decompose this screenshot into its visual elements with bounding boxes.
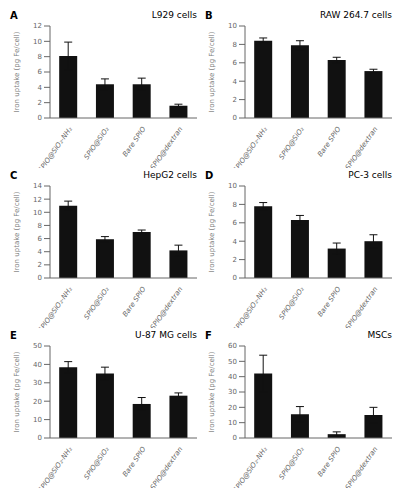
svg-text:SPIO@dextran: SPIO@dextran (344, 125, 380, 168)
svg-text:4: 4 (233, 78, 238, 86)
svg-text:Iron uptake (pg Fe/cell): Iron uptake (pg Fe/cell) (13, 31, 21, 112)
svg-text:Iron uptake (pg Fe/cell): Iron uptake (pg Fe/cell) (208, 351, 216, 432)
svg-text:6: 6 (233, 219, 238, 227)
svg-text:30: 30 (228, 388, 237, 396)
svg-text:Iron uptake (pg Fe/cell): Iron uptake (pg Fe/cell) (208, 191, 216, 272)
svg-text:Bare SPIO: Bare SPIO (121, 125, 148, 158)
svg-text:12: 12 (33, 196, 42, 204)
svg-text:10: 10 (33, 416, 42, 424)
svg-text:2: 2 (38, 99, 42, 107)
svg-text:0: 0 (38, 274, 42, 282)
svg-text:SPIO@SiO₂: SPIO@SiO₂ (278, 445, 306, 481)
svg-text:20: 20 (228, 404, 237, 412)
svg-text:SPIO@SiO₂-NH₂: SPIO@SiO₂-NH₂ (232, 285, 270, 328)
svg-text:6: 6 (38, 68, 43, 76)
svg-text:SPIO@dextran: SPIO@dextran (149, 125, 185, 168)
svg-text:10: 10 (33, 38, 42, 46)
svg-text:2: 2 (233, 256, 237, 264)
svg-text:SPIO@dextran: SPIO@dextran (344, 285, 380, 328)
svg-text:Iron uptake (pg Fe/cell): Iron uptake (pg Fe/cell) (13, 351, 21, 432)
html-text:L929 cells: L929 cells (151, 10, 197, 20)
svg-text:6: 6 (38, 235, 43, 243)
html-text:RAW 264.7 cells: RAW 264.7 cells (319, 10, 392, 20)
svg-text:SPIO@dextran: SPIO@dextran (149, 445, 185, 488)
svg-text:6: 6 (233, 59, 238, 67)
html-text:F: F (205, 329, 212, 341)
svg-text:10: 10 (228, 22, 237, 30)
svg-text:Bare SPIO: Bare SPIO (316, 445, 343, 478)
html-text:MSCs: MSCs (367, 330, 392, 340)
svg-text:2: 2 (38, 261, 42, 269)
svg-text:SPIO@SiO₂: SPIO@SiO₂ (278, 285, 306, 321)
svg-text:8: 8 (233, 201, 237, 209)
svg-text:40: 40 (228, 373, 237, 381)
svg-text:0: 0 (233, 274, 237, 282)
svg-text:10: 10 (33, 209, 42, 217)
svg-text:20: 20 (33, 398, 42, 406)
svg-text:0: 0 (233, 114, 237, 122)
svg-text:Bare SPIO: Bare SPIO (121, 285, 148, 318)
html-text:PC-3 cells: PC-3 cells (348, 170, 392, 180)
svg-text:SPIO@SiO₂: SPIO@SiO₂ (83, 445, 111, 481)
svg-text:2: 2 (233, 96, 237, 104)
svg-text:4: 4 (38, 84, 43, 92)
html-text:E: E (10, 329, 17, 341)
svg-text:Bare SPIO: Bare SPIO (121, 445, 148, 478)
svg-text:SPIO@dextran: SPIO@dextran (149, 285, 185, 328)
svg-text:30: 30 (33, 379, 42, 387)
html-text:B: B (205, 9, 213, 21)
svg-text:12: 12 (33, 22, 42, 30)
svg-text:4: 4 (233, 238, 238, 246)
html-text:A: A (10, 9, 18, 21)
svg-text:60: 60 (228, 342, 237, 350)
svg-text:8: 8 (38, 53, 42, 61)
html-text:C: C (10, 169, 18, 181)
svg-text:8: 8 (38, 222, 42, 230)
svg-text:0: 0 (38, 434, 42, 442)
svg-text:SPIO@dextran: SPIO@dextran (344, 445, 380, 488)
html-text:D: D (205, 169, 214, 181)
svg-text:SPIO@SiO₂-NH₂: SPIO@SiO₂-NH₂ (232, 125, 270, 168)
svg-text:0: 0 (38, 114, 42, 122)
svg-text:SPIO@SiO₂-NH₂: SPIO@SiO₂-NH₂ (37, 125, 75, 168)
svg-text:SPIO@SiO₂: SPIO@SiO₂ (83, 285, 111, 321)
svg-text:SPIO@SiO₂-NH₂: SPIO@SiO₂-NH₂ (232, 445, 270, 488)
svg-text:SPIO@SiO₂: SPIO@SiO₂ (83, 125, 111, 161)
svg-text:50: 50 (228, 358, 237, 366)
svg-text:Iron uptake (pg Fe/cell): Iron uptake (pg Fe/cell) (13, 191, 21, 272)
html-text:U-87 MG cells: U-87 MG cells (135, 330, 197, 340)
html-text:HepG2 cells: HepG2 cells (143, 170, 197, 180)
svg-text:Bare SPIO: Bare SPIO (316, 125, 343, 158)
svg-text:SPIO@SiO₂-NH₂: SPIO@SiO₂-NH₂ (37, 445, 75, 488)
svg-text:14: 14 (33, 182, 42, 190)
svg-text:50: 50 (33, 342, 42, 350)
svg-text:SPIO@SiO₂: SPIO@SiO₂ (278, 125, 306, 161)
svg-text:8: 8 (233, 41, 237, 49)
svg-text:Bare SPIO: Bare SPIO (316, 285, 343, 318)
svg-text:10: 10 (228, 419, 237, 427)
svg-text:4: 4 (38, 248, 43, 256)
svg-text:SPIO@SiO₂-NH₂: SPIO@SiO₂-NH₂ (37, 285, 75, 328)
svg-text:Iron uptake (pg Fe/cell): Iron uptake (pg Fe/cell) (208, 31, 216, 112)
svg-text:40: 40 (33, 361, 42, 369)
svg-text:0: 0 (233, 434, 237, 442)
svg-text:10: 10 (228, 182, 237, 190)
